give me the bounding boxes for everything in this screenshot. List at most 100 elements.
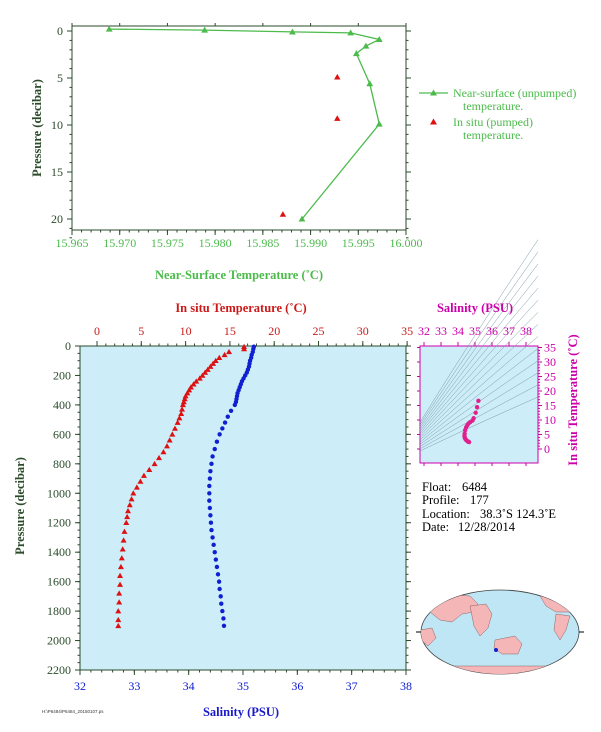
ts-density-contour xyxy=(419,336,539,441)
near-surface-point xyxy=(289,28,296,35)
temperature-point xyxy=(221,351,228,358)
pressure-y-tick-label: 800 xyxy=(53,457,71,471)
profile-panel: 32 33 34 35 36 37 38 0 5 10 15 20 25 30 35 0 200 400 600 80… xyxy=(13,301,413,719)
salinity-point xyxy=(208,468,213,474)
temperature-point xyxy=(241,345,248,352)
location-label: Location: xyxy=(422,507,470,521)
near-surface-point xyxy=(375,120,383,127)
temperature-point xyxy=(156,454,163,461)
near-surface-point xyxy=(347,29,355,36)
ts-x-tick-label: 36 xyxy=(486,324,498,338)
temperature-point xyxy=(196,375,203,381)
salinity-point xyxy=(216,579,222,584)
temperature-point xyxy=(121,528,128,534)
temperature-point xyxy=(117,572,124,578)
temperature-point xyxy=(163,443,170,449)
temperature-x-tick-label: 35 xyxy=(401,324,413,338)
ts-x-tick-label: 35 xyxy=(469,324,481,338)
salinity-point xyxy=(207,483,212,489)
salinity-point xyxy=(209,527,214,533)
float-value: 6484 xyxy=(462,480,488,494)
temperature-point xyxy=(116,590,123,596)
profile-y-axis-label: Pressure (decibar) xyxy=(13,457,27,555)
salinity-point xyxy=(210,454,215,459)
near-surface-panel: 15.965 15.970 15.975 15.980 15.985 15.990 15.9… xyxy=(30,23,423,282)
salinity-x-tick-label: 33 xyxy=(128,679,140,693)
near-surface-x-tick-label: 15.995 xyxy=(342,236,375,250)
near-surface-y-tick-label: 20 xyxy=(51,212,63,226)
ts-density-contour xyxy=(419,287,539,432)
temperature-point xyxy=(137,478,144,484)
salinity-point xyxy=(211,542,216,548)
temperature-point xyxy=(179,406,186,412)
profile-plot-background xyxy=(79,345,407,671)
salinity-x-tick-label: 35 xyxy=(237,679,249,693)
near-surface-point xyxy=(362,42,370,49)
ts-x-tick-label: 32 xyxy=(418,324,430,338)
ts-plot-background xyxy=(419,345,539,464)
ts-y-tick-label: 0 xyxy=(544,442,550,456)
temperature-point xyxy=(182,393,189,399)
pressure-y-tick-label: 2200 xyxy=(47,663,71,677)
near-surface-x-tick-label: 15.965 xyxy=(56,236,89,250)
ts-density-contour xyxy=(419,275,539,430)
pressure-y-tick-label: 1000 xyxy=(47,486,71,500)
pressure-y-tick-label: 600 xyxy=(53,427,71,441)
legend-near-surface-marker xyxy=(430,89,437,96)
ts-density-contour xyxy=(419,312,539,436)
temperature-x-tick-label: 30 xyxy=(357,324,369,338)
location-value: 38.3˚S 124.3˚E xyxy=(480,507,556,521)
legend-near-surface-label-line1: Near-surface (unpumped) xyxy=(453,86,576,100)
date-label: Date: xyxy=(422,520,449,534)
near-surface-point xyxy=(375,36,383,43)
temperature-point xyxy=(179,401,186,408)
temperature-point xyxy=(178,410,185,416)
temperature-point xyxy=(146,466,153,472)
temperature-x-tick-label: 20 xyxy=(268,324,280,338)
temperature-x-tick-label: 15 xyxy=(224,324,236,338)
salinity-point xyxy=(228,408,234,413)
temperature-point xyxy=(174,419,181,425)
salinity-point xyxy=(220,608,225,614)
near-surface-point xyxy=(298,215,306,222)
near-surface-x-tick-label: 15.985 xyxy=(246,236,279,250)
legend-near-surface-label-line2: temperature. xyxy=(463,99,523,113)
salinity-point xyxy=(217,586,222,592)
near-surface-x-tick-label: 15.975 xyxy=(151,236,184,250)
near-surface-x-tick-label: 15.990 xyxy=(294,236,327,250)
legend-in-situ-label-line2: temperature. xyxy=(463,128,523,142)
pressure-y-tick-label: 2000 xyxy=(47,634,71,648)
salinity-point xyxy=(214,439,220,444)
ts-y-tick-label: 35 xyxy=(544,341,556,355)
ts-x-tick-label: 34 xyxy=(452,324,464,338)
float-label: Float: xyxy=(422,480,451,494)
salinity-point xyxy=(219,601,224,606)
ts-y-tick-label: 20 xyxy=(544,384,556,398)
near-surface-point xyxy=(201,26,209,33)
salinity-point xyxy=(221,623,227,629)
pressure-y-tick-label: 400 xyxy=(53,398,71,412)
temperature-point xyxy=(226,348,233,355)
temperature-point xyxy=(160,449,167,455)
ts-point xyxy=(476,398,481,404)
ts-x-tick-label: 33 xyxy=(435,324,447,338)
temperature-point xyxy=(128,496,135,502)
salinity-x-tick-label: 37 xyxy=(346,679,358,693)
profile-axis-ticks: 32 33 34 35 36 37 38 0 5 10 15 20 25 30 35 0 200 400 600 80… xyxy=(47,324,413,693)
near-surface-series-line xyxy=(109,28,382,220)
near-surface-point xyxy=(105,25,113,32)
temperature-point xyxy=(204,366,211,372)
salinity-point xyxy=(222,420,228,425)
temperature-point xyxy=(169,431,176,437)
salinity-point xyxy=(221,616,226,621)
salinity-x-tick-label: 32 xyxy=(74,679,86,693)
ts-density-contour xyxy=(419,324,539,438)
temperature-point xyxy=(126,502,133,508)
ts-density-contours xyxy=(419,239,539,452)
salinity-x-tick-label: 34 xyxy=(183,679,195,693)
temperature-point xyxy=(171,425,178,431)
float-info-block: Float: 6484 Profile: 177 Location: 38.3˚… xyxy=(422,480,556,534)
near-surface-x-tick-label: 16.000 xyxy=(390,236,423,250)
near-surface-legend: Near-surface (unpumped) temperature. In … xyxy=(419,86,576,142)
